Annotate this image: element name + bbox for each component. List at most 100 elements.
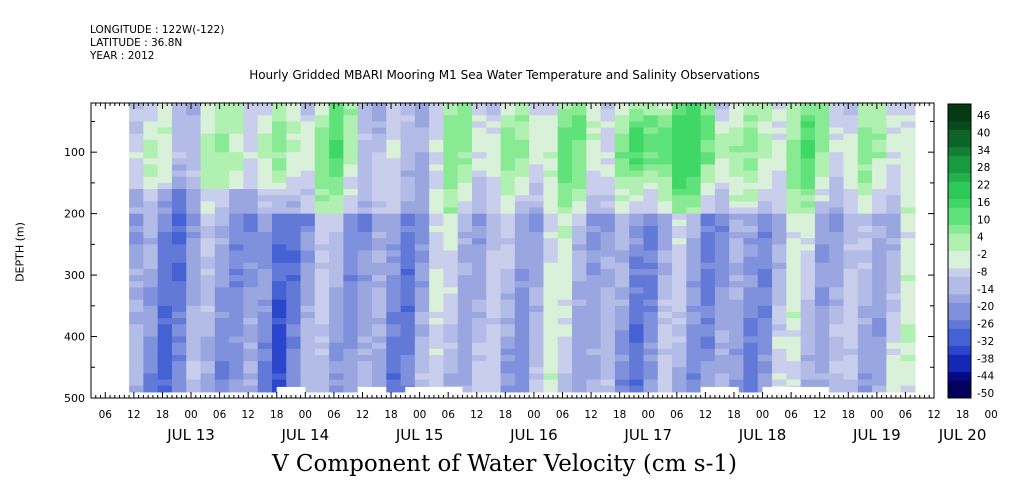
field-cell xyxy=(872,367,887,375)
field-cell xyxy=(814,176,830,184)
field-cell xyxy=(314,121,330,129)
field-cell xyxy=(514,182,530,190)
field-cell xyxy=(614,152,630,159)
field-cell xyxy=(672,250,687,258)
field-cell xyxy=(814,232,830,239)
field-cell xyxy=(157,103,173,110)
colorbar-swatch xyxy=(948,199,971,209)
field-cell xyxy=(857,275,873,282)
field-cell xyxy=(200,170,216,178)
field-cell xyxy=(843,268,859,276)
field-cell xyxy=(686,121,702,129)
field-cell xyxy=(572,232,587,239)
field-cell xyxy=(472,238,487,245)
field-cell xyxy=(186,311,202,319)
field-cell xyxy=(643,146,659,153)
field-cell xyxy=(572,281,587,288)
field-cell xyxy=(257,127,273,135)
field-cell xyxy=(472,109,487,116)
field-cell xyxy=(514,133,530,141)
field-cell xyxy=(857,121,873,129)
field-cell xyxy=(500,318,516,325)
field-cell xyxy=(843,262,859,270)
field-cell xyxy=(714,250,730,258)
field-cell xyxy=(829,373,845,381)
field-cell xyxy=(472,170,487,178)
field-cell xyxy=(557,152,573,159)
field-cell xyxy=(543,109,559,116)
field-cell xyxy=(857,170,873,178)
field-cell xyxy=(214,250,230,258)
field-cell xyxy=(529,318,545,325)
field-cell xyxy=(157,287,173,295)
field-cell xyxy=(357,299,373,307)
field-cell xyxy=(886,146,902,153)
field-cell xyxy=(743,330,759,338)
colorbar-swatch xyxy=(948,320,971,330)
field-cell xyxy=(143,373,159,381)
field-cell xyxy=(400,281,416,288)
field-cell xyxy=(743,318,759,325)
field-cell xyxy=(143,367,159,375)
field-cell xyxy=(200,293,216,301)
field-cell xyxy=(557,103,573,110)
field-cell xyxy=(157,238,173,245)
colorbar-swatch xyxy=(948,233,971,243)
field-cell xyxy=(657,158,673,166)
field-cell xyxy=(572,305,587,313)
field-cell xyxy=(800,225,816,233)
field-cell xyxy=(186,238,202,245)
field-cell xyxy=(886,225,902,233)
field-cell xyxy=(729,354,745,362)
field-cell xyxy=(400,189,416,196)
field-cell xyxy=(171,182,187,190)
field-cell xyxy=(229,318,245,325)
field-cell xyxy=(143,275,159,282)
field-cell xyxy=(800,281,816,288)
field-cell xyxy=(186,379,202,387)
field-cell xyxy=(672,207,687,215)
field-cell xyxy=(243,250,259,258)
field-cell xyxy=(686,109,702,116)
field-cell xyxy=(214,354,230,362)
field-cell xyxy=(686,103,702,110)
field-cell xyxy=(300,385,316,393)
field-cell xyxy=(786,268,802,276)
field-cell xyxy=(843,170,859,178)
field-cell xyxy=(843,348,859,356)
field-cell xyxy=(386,146,402,153)
field-cell xyxy=(543,354,559,362)
field-cell xyxy=(600,232,616,239)
field-cell xyxy=(743,256,759,264)
field-cell xyxy=(229,201,245,209)
field-cell xyxy=(672,311,687,319)
field-cell xyxy=(657,293,673,301)
field-cell xyxy=(600,176,616,184)
field-cell xyxy=(843,361,859,368)
field-cell xyxy=(286,164,302,172)
field-cell xyxy=(186,324,202,331)
field-cell xyxy=(857,232,873,239)
field-cell xyxy=(814,170,830,178)
field-cell xyxy=(714,367,730,375)
field-cell xyxy=(729,348,745,356)
field-cell xyxy=(400,262,416,270)
field-cell xyxy=(271,275,287,282)
x-hour-label: 00 xyxy=(870,409,883,421)
field-cell xyxy=(343,361,359,368)
x-axis: 06 12 18 00 06 12 18 00 06 12 18 00 06 12 18 00 06 12 18 00… xyxy=(90,103,998,444)
field-cell xyxy=(457,201,473,209)
field-cell xyxy=(757,268,773,276)
field-cell xyxy=(872,373,887,381)
field-cell xyxy=(729,268,745,276)
field-cell xyxy=(500,195,516,202)
field-cell xyxy=(329,158,345,166)
field-cell xyxy=(743,244,759,252)
field-cell xyxy=(843,225,859,233)
field-cell xyxy=(300,311,316,319)
field-cell xyxy=(729,109,745,116)
field-cell xyxy=(700,219,716,227)
field-cell xyxy=(372,207,387,215)
field-cell xyxy=(843,164,859,172)
field-cell xyxy=(572,287,587,295)
